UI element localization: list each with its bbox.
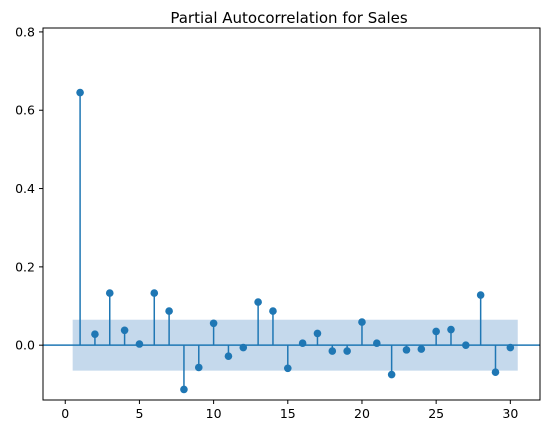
x-axis: 0 5 10 15 20 25 30 xyxy=(61,400,518,421)
marker-lag-21 xyxy=(373,339,381,348)
marker-lag-23 xyxy=(402,346,411,354)
marker-lag-18 xyxy=(328,347,337,355)
y-tick-label-1: 0.2 xyxy=(15,259,35,274)
plot-area xyxy=(43,88,540,394)
marker-lag-3 xyxy=(105,289,114,297)
x-tick-label-15: 15 xyxy=(280,406,296,421)
x-tick-label-20: 20 xyxy=(354,406,370,421)
x-tick-label-30: 30 xyxy=(502,406,518,421)
chart-title: Partial Autocorrelation for Sales xyxy=(170,9,407,27)
marker-lag-22 xyxy=(387,370,396,379)
marker-lag-5 xyxy=(135,340,144,348)
marker-lag-19 xyxy=(343,347,351,355)
marker-lag-14 xyxy=(269,307,277,315)
y-tick-label-4: 0.8 xyxy=(15,24,35,39)
marker-lag-27 xyxy=(462,341,470,349)
marker-lag-24 xyxy=(417,345,426,353)
y-tick-label-2: 0.4 xyxy=(15,181,35,196)
marker-lag-8 xyxy=(180,385,188,394)
marker-lag-7 xyxy=(165,307,173,315)
marker-lag-15 xyxy=(283,364,292,373)
marker-lag-13 xyxy=(254,298,262,306)
marker-lag-30 xyxy=(506,343,515,352)
x-tick-label-25: 25 xyxy=(428,406,444,421)
marker-lag-11 xyxy=(224,352,233,360)
y-axis: 0.0 0.2 0.4 0.6 0.8 xyxy=(15,24,43,353)
marker-lag-1 xyxy=(76,88,84,97)
marker-lag-17 xyxy=(313,329,322,338)
marker-lag-16 xyxy=(298,339,307,348)
marker-lag-12 xyxy=(239,343,248,352)
marker-lag-20 xyxy=(358,318,366,326)
x-tick-label-10: 10 xyxy=(206,406,222,421)
axes-frame xyxy=(42,27,541,401)
marker-lag-26 xyxy=(447,325,455,334)
marker-lag-28 xyxy=(476,291,485,299)
y-tick-label-3: 0.6 xyxy=(15,103,35,118)
marker-lag-6 xyxy=(150,289,159,297)
marker-lag-25 xyxy=(432,327,440,336)
marker-lag-10 xyxy=(209,319,218,328)
marker-lag-9 xyxy=(194,363,203,372)
marker-lag-4 xyxy=(120,326,129,335)
marker-lag-2 xyxy=(91,330,99,339)
y-tick-label-0: 0.0 xyxy=(15,338,35,353)
x-tick-label-0: 0 xyxy=(61,406,69,421)
marker-lag-29 xyxy=(491,368,500,376)
x-tick-label-5: 5 xyxy=(135,406,143,421)
